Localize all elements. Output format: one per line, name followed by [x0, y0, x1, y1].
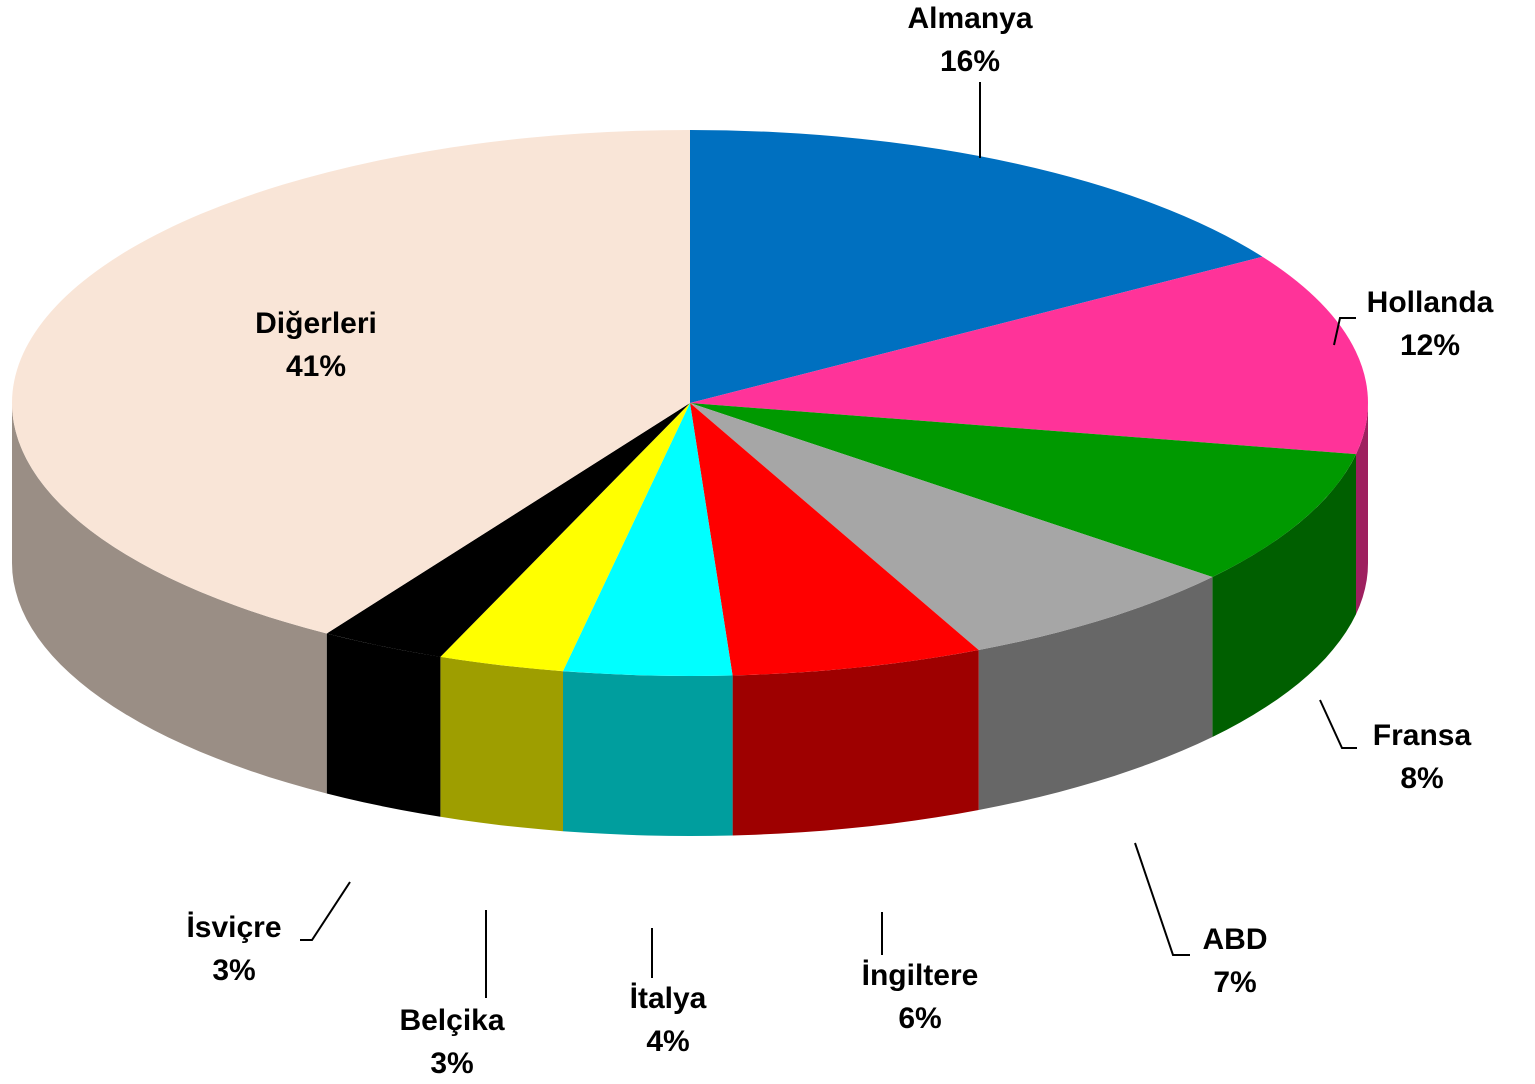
slice-label: İngiltere: [862, 959, 979, 992]
slice: [690, 256, 1368, 455]
slice-label: Diğerleri: [255, 307, 377, 340]
slice: [690, 403, 1213, 651]
leader-line: [1319, 699, 1357, 749]
slice-label: Almanya: [907, 2, 1032, 35]
slice-label: İtalya: [630, 982, 707, 1015]
slice-value-label: 3%: [212, 954, 255, 987]
slice-value-label: 8%: [1400, 762, 1443, 795]
slice: [11, 130, 690, 634]
slice-value-label: 41%: [286, 350, 346, 383]
slice-side: [978, 577, 1213, 810]
slice: [440, 403, 690, 672]
slice: [326, 403, 690, 657]
slice: [690, 130, 1263, 403]
slice-value-label: 12%: [1400, 329, 1460, 362]
slice-value-label: 4%: [646, 1025, 689, 1058]
leader-line: [300, 881, 351, 941]
slice-label: Hollanda: [1367, 286, 1494, 319]
slice-side: [1212, 454, 1356, 737]
leader-line: [1333, 317, 1356, 346]
slice: [562, 403, 733, 676]
slice-label: Fransa: [1373, 719, 1472, 752]
slice-side: [732, 650, 979, 836]
slice-side: [440, 656, 563, 832]
slice-value-label: 6%: [898, 1002, 941, 1035]
slice: [690, 403, 979, 676]
slice-label: Belçika: [399, 1004, 504, 1037]
slice-side: [12, 403, 327, 794]
slice-side: [1356, 403, 1368, 615]
slice-label: ABD: [1203, 923, 1268, 956]
slice-value-label: 7%: [1213, 966, 1256, 999]
leader-line: [1134, 842, 1190, 956]
slice-value-label: 16%: [940, 45, 1000, 78]
slice-side: [563, 671, 733, 836]
slice: [690, 403, 1356, 578]
slice-value-label: 3%: [430, 1047, 473, 1080]
slice-side: [326, 633, 441, 817]
slice-label: İsviçre: [186, 911, 281, 944]
